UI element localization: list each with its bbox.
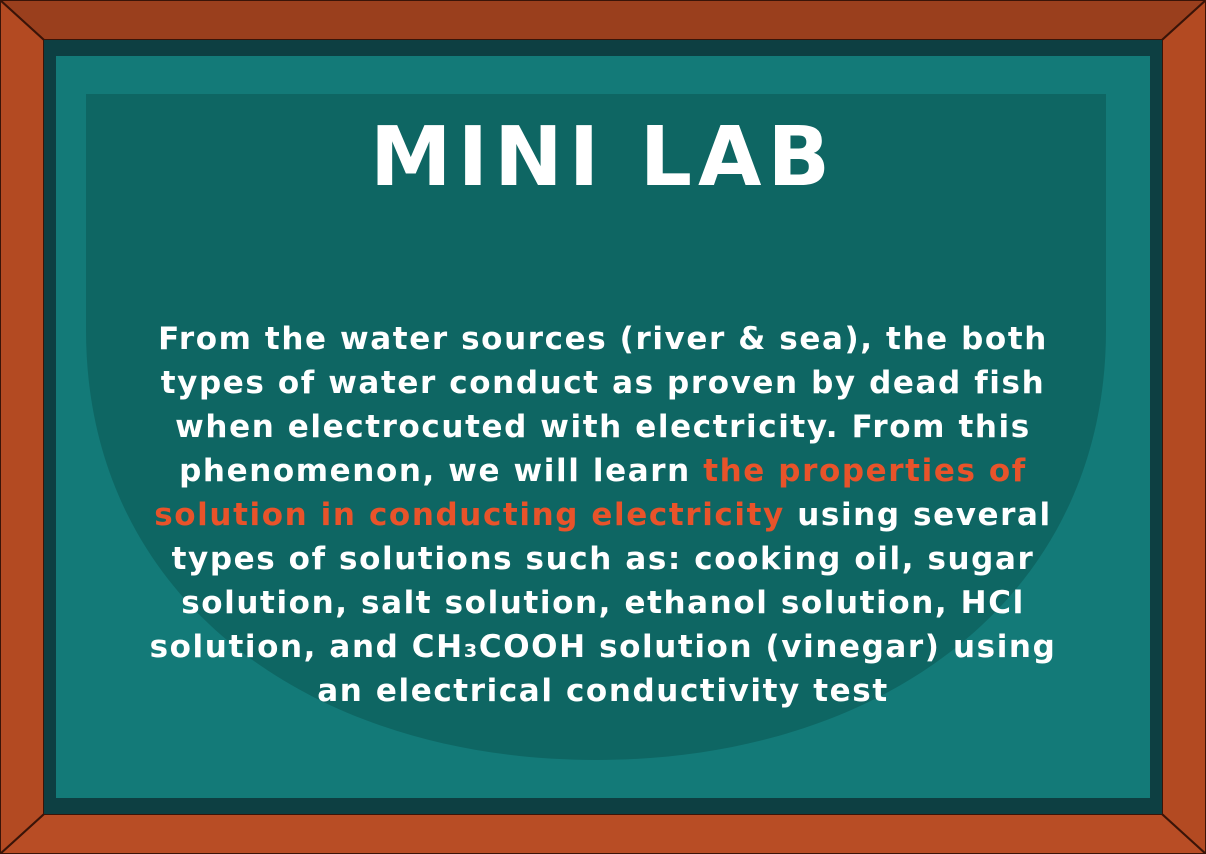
page-title: MINI LAB [369,110,836,205]
lab-description: From the water sources (river & sea), th… [128,317,1078,713]
description-text-part1: From the water sources (river & sea), th… [158,321,1048,489]
description-text-part2: using several types of solutions such as… [149,497,1057,709]
description-highlight: the properties of solution in conducting… [154,453,1027,533]
